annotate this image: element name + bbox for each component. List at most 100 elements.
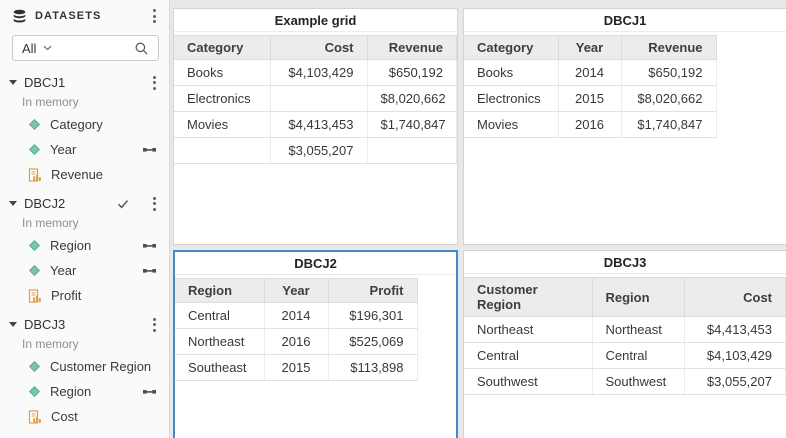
cell: $525,069: [327, 328, 418, 355]
column-header[interactable]: Revenue: [366, 35, 457, 60]
field-item[interactable]: Revenue: [0, 162, 169, 187]
dimension-icon: [28, 360, 41, 373]
header-row: Category Year Revenue: [464, 35, 717, 60]
dataset-menu-button[interactable]: [147, 315, 162, 335]
check-icon: [117, 199, 129, 209]
field-label: Year: [50, 263, 77, 278]
field-label: Year: [50, 142, 77, 157]
dimension-icon: [28, 385, 41, 398]
panel-dbcj2-selected[interactable]: DBCJ2 Region Year Profit Central 2014 $196,30…: [173, 250, 458, 438]
dataset-name: DBCJ1: [24, 75, 66, 90]
data-table: Region Year Profit Central 2014 $196,301 North…: [175, 278, 418, 381]
column-header[interactable]: Customer Region: [464, 277, 593, 317]
column-header[interactable]: Year: [557, 35, 622, 60]
cell: [174, 137, 271, 164]
grid-canvas: Example grid Category Cost Revenue Books $4,…: [170, 0, 786, 438]
column-header[interactable]: Category: [464, 35, 559, 60]
data-table: Category Cost Revenue Books $4,103,429 $650,1…: [174, 35, 457, 164]
cell: Books: [174, 59, 271, 86]
chevron-down-icon: [43, 45, 52, 51]
cell: $4,103,429: [683, 342, 786, 369]
cell: $3,055,207: [269, 137, 368, 164]
table-row: Movies 2016 $1,740,847: [464, 111, 717, 138]
join-link-icon: [143, 268, 156, 274]
column-header[interactable]: Year: [263, 278, 329, 303]
join-link-icon: [143, 243, 156, 249]
cell: $4,103,429: [269, 59, 368, 86]
cell: $8,020,662: [620, 85, 717, 112]
field-label: Customer Region: [50, 359, 152, 374]
field-item[interactable]: Customer Region: [0, 354, 169, 379]
field-item[interactable]: Region: [0, 233, 169, 258]
field-label: Revenue: [51, 167, 104, 182]
measure-bars-icon: [28, 167, 42, 182]
table-row: Movies $4,413,453 $1,740,847: [174, 111, 457, 138]
dataset-menu-button[interactable]: [147, 194, 162, 214]
field-label: Cost: [51, 409, 78, 424]
cell: $650,192: [366, 59, 457, 86]
datasets-sidebar: DATASETS All DBCJ1 In memory Category Year R…: [0, 0, 170, 438]
field-item[interactable]: Category: [0, 112, 169, 137]
field-item[interactable]: Region: [0, 379, 169, 404]
panel-example-grid[interactable]: Example grid Category Cost Revenue Books $4,…: [173, 8, 458, 245]
column-header[interactable]: Revenue: [620, 35, 717, 60]
table-row: Central 2014 $196,301: [175, 302, 418, 329]
table-row: Southeast 2015 $113,898: [175, 354, 418, 381]
column-header[interactable]: Cost: [269, 35, 368, 60]
cell: $8,020,662: [366, 85, 457, 112]
cell: Southeast: [175, 354, 265, 381]
dataset-group[interactable]: DBCJ1: [0, 71, 169, 94]
header-row: Region Year Profit: [175, 278, 418, 303]
cell: Central: [591, 342, 685, 369]
cell: $4,413,453: [269, 111, 368, 138]
caret-down-icon[interactable]: [9, 322, 17, 327]
dataset-filter-dropdown[interactable]: All: [12, 35, 159, 61]
panel-title: Example grid: [174, 9, 457, 32]
table-row: Northeast 2016 $525,069: [175, 328, 418, 355]
cell: $4,413,453: [683, 316, 786, 343]
column-header[interactable]: Region: [175, 278, 265, 303]
filter-selected-value: All: [22, 40, 37, 56]
cell: Northeast: [464, 316, 593, 343]
table-row: $3,055,207: [174, 137, 457, 164]
panel-title: DBCJ3: [464, 251, 786, 274]
column-header[interactable]: Region: [591, 277, 685, 317]
panel-dbcj3[interactable]: DBCJ3 Customer Region Region Cost Northeast…: [463, 250, 786, 438]
field-item[interactable]: Year: [0, 258, 169, 283]
column-header[interactable]: Cost: [683, 277, 786, 317]
caret-down-icon[interactable]: [9, 201, 17, 206]
datasets-panel-title: DATASETS: [35, 10, 102, 22]
cell: [269, 85, 368, 112]
column-header[interactable]: Profit: [327, 278, 418, 303]
dataset-group[interactable]: DBCJ2: [0, 192, 169, 215]
cell: $1,740,847: [366, 111, 457, 138]
cell: Central: [175, 302, 265, 329]
table-row: Books $4,103,429 $650,192: [174, 59, 457, 86]
field-label: Region: [50, 238, 92, 253]
column-header[interactable]: Category: [174, 35, 271, 60]
cell: $3,055,207: [683, 368, 786, 395]
table-row: Northeast Northeast $4,413,453: [464, 316, 786, 343]
cell: Northeast: [175, 328, 265, 355]
dataset-menu-button[interactable]: [147, 73, 162, 93]
cell: 2016: [557, 111, 622, 138]
dataset-status: In memory: [22, 337, 79, 351]
cell: $196,301: [327, 302, 418, 329]
dataset-status: In memory: [22, 95, 79, 109]
cell: Movies: [174, 111, 271, 138]
dataset-group[interactable]: DBCJ3: [0, 313, 169, 336]
field-item[interactable]: Year: [0, 137, 169, 162]
cell: 2015: [263, 354, 329, 381]
datasets-header: DATASETS: [0, 0, 169, 32]
panel-dbcj1[interactable]: DBCJ1 Category Year Revenue Books 2014 $650,1…: [463, 8, 786, 245]
field-item[interactable]: Cost: [0, 404, 169, 429]
datasets-menu-button[interactable]: [147, 6, 162, 26]
search-icon[interactable]: [134, 41, 149, 56]
dimension-icon: [28, 143, 41, 156]
header-row: Customer Region Region Cost: [464, 277, 786, 317]
caret-down-icon[interactable]: [9, 80, 17, 85]
cell: Southwest: [464, 368, 593, 395]
field-item[interactable]: Profit: [0, 283, 169, 308]
dimension-icon: [28, 118, 41, 131]
field-label: Profit: [51, 288, 82, 303]
